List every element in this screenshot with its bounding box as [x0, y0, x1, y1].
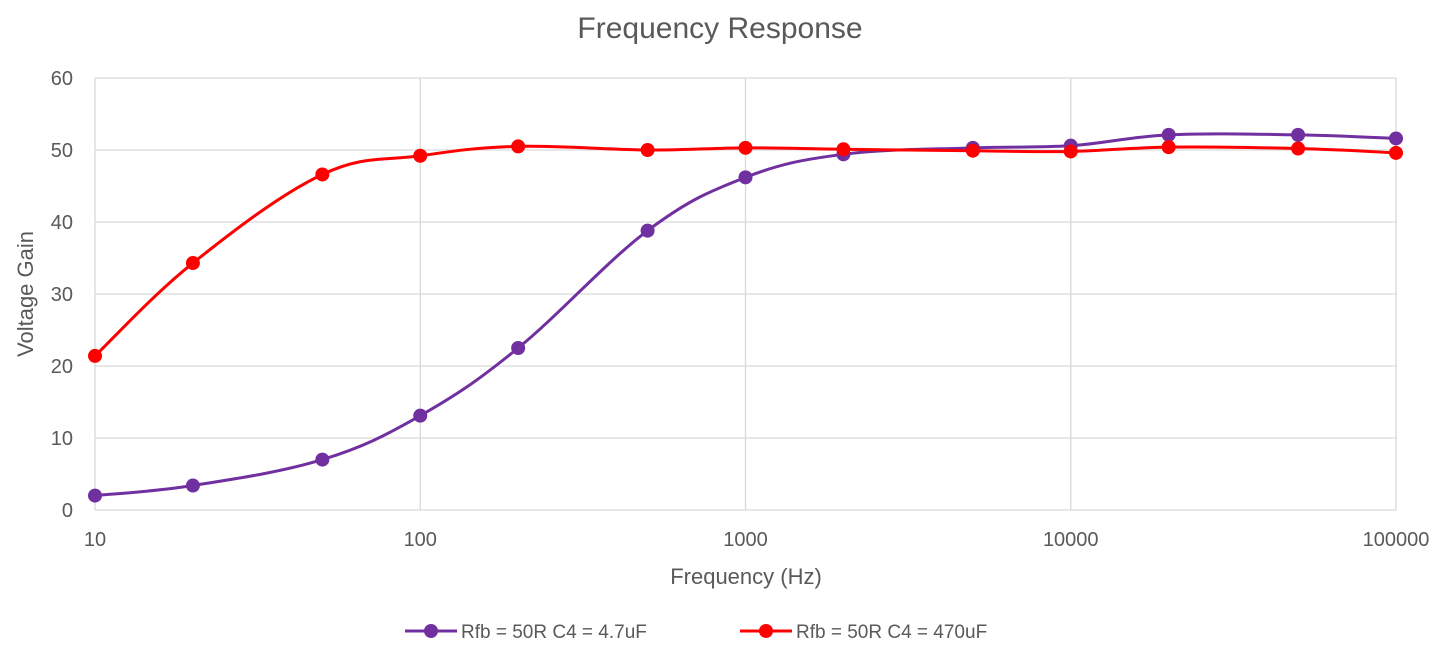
data-point	[1389, 145, 1403, 160]
y-tick-label: 30	[51, 284, 73, 306]
y-tick-label: 0	[62, 500, 73, 522]
legend-item: Rfb = 50R C4 = 4.7uF	[405, 622, 647, 643]
data-point	[315, 167, 330, 182]
x-tick-label: 100	[404, 529, 437, 551]
y-tick-label: 50	[51, 140, 73, 162]
legend-label: Rfb = 50R C4 = 470uF	[796, 622, 987, 643]
legend-label: Rfb = 50R C4 = 4.7uF	[461, 622, 647, 643]
x-tick-label: 10	[84, 529, 106, 551]
data-point	[965, 143, 980, 158]
data-point	[738, 170, 753, 185]
tick-labels: 0 10 20 30 40 50 60 10 100 1000 10000 100000	[51, 68, 1430, 551]
data-point	[315, 452, 330, 467]
x-tick-label: 100000	[1363, 529, 1430, 551]
data-point	[640, 143, 655, 157]
data-point	[185, 478, 200, 493]
series-1	[88, 127, 1403, 503]
data-point	[1291, 141, 1306, 156]
data-point	[1161, 127, 1176, 142]
legend-swatch-marker	[424, 624, 438, 638]
y-tick-label: 10	[51, 428, 73, 450]
legend: Rfb = 50R C4 = 4.7uF Rfb = 50R C4 = 470uF	[405, 622, 987, 643]
data-point	[1291, 127, 1306, 142]
y-tick-label: 20	[51, 356, 73, 378]
x-axis-label: Frequency (Hz)	[670, 564, 822, 589]
y-tick-label: 40	[51, 212, 73, 234]
legend-swatch-marker	[759, 624, 773, 638]
data-point	[1161, 140, 1176, 155]
data-point	[836, 142, 851, 157]
data-point	[413, 408, 428, 423]
data-point	[511, 139, 526, 154]
data-point	[88, 488, 102, 503]
series-2	[88, 139, 1403, 363]
y-tick-label: 60	[51, 68, 73, 90]
x-tick-label: 10000	[1043, 529, 1099, 551]
data-point	[738, 140, 753, 155]
data-point	[185, 256, 200, 271]
legend-item: Rfb = 50R C4 = 470uF	[740, 622, 987, 643]
y-axis-label: Voltage Gain	[13, 231, 38, 357]
data-point	[413, 148, 428, 163]
data-point	[640, 223, 655, 238]
data-point	[1389, 131, 1403, 146]
data-point	[1063, 144, 1078, 159]
data-point	[88, 348, 102, 363]
data-point	[511, 341, 526, 355]
x-tick-label: 1000	[723, 529, 768, 551]
chart-title: Frequency Response	[577, 12, 862, 45]
series-layer	[88, 127, 1403, 503]
